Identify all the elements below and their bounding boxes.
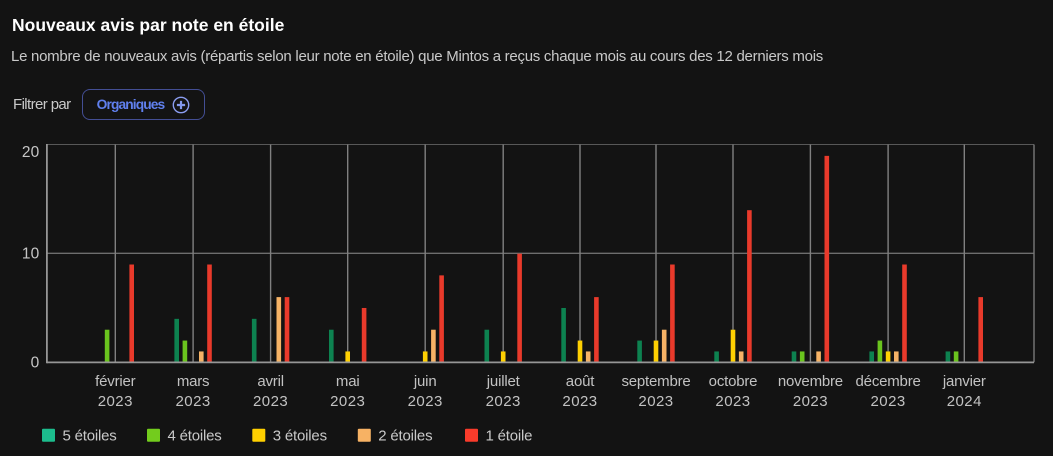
svg-text:5 étoiles: 5 étoiles [63, 428, 117, 445]
svg-text:2023: 2023 [871, 393, 906, 410]
svg-text:juillet: juillet [486, 373, 521, 390]
svg-text:20: 20 [22, 144, 40, 161]
svg-text:3 étoiles: 3 étoiles [273, 428, 327, 445]
svg-text:2024: 2024 [947, 393, 982, 410]
svg-text:2023: 2023 [715, 393, 750, 410]
svg-text:février: février [95, 373, 135, 390]
svg-text:avril: avril [257, 373, 284, 390]
svg-text:0: 0 [31, 354, 40, 371]
svg-text:octobre: octobre [709, 373, 758, 390]
svg-text:2023: 2023 [408, 393, 443, 410]
svg-text:2023: 2023 [176, 393, 211, 410]
svg-text:janvier: janvier [942, 373, 986, 390]
svg-text:août: août [566, 373, 595, 390]
svg-text:2 étoiles: 2 étoiles [378, 428, 432, 445]
svg-text:2023: 2023 [562, 393, 597, 410]
svg-text:4 étoiles: 4 étoiles [168, 428, 222, 445]
svg-text:2023: 2023 [486, 393, 521, 410]
svg-text:2023: 2023 [330, 393, 365, 410]
svg-text:mars: mars [177, 373, 210, 390]
svg-text:décembre: décembre [856, 373, 921, 390]
svg-text:2023: 2023 [253, 393, 288, 410]
svg-text:juin: juin [413, 373, 437, 390]
svg-text:2023: 2023 [98, 393, 133, 410]
svg-text:1 étoile: 1 étoile [486, 428, 533, 445]
svg-text:septembre: septembre [621, 373, 690, 390]
svg-text:2023: 2023 [793, 393, 828, 410]
svg-text:novembre: novembre [778, 373, 843, 390]
svg-text:10: 10 [22, 246, 40, 263]
svg-text:2023: 2023 [638, 393, 673, 410]
svg-text:mai: mai [336, 373, 360, 390]
